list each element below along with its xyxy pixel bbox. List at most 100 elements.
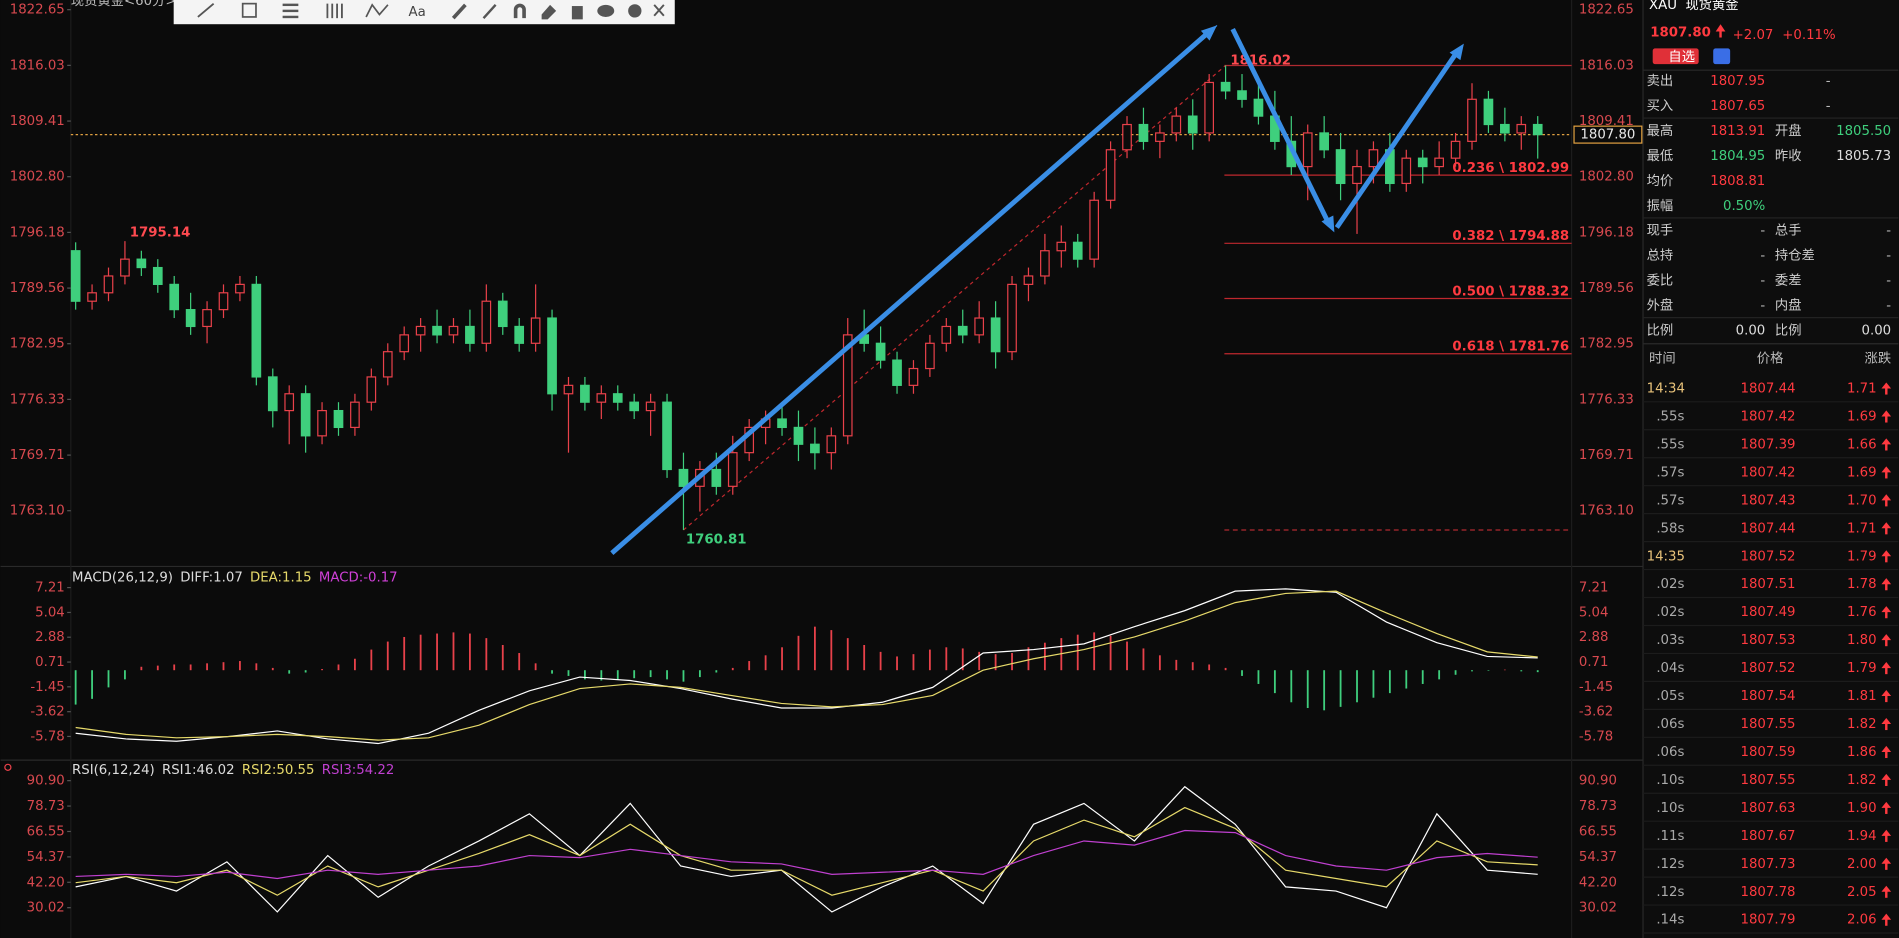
candle-body [810, 443, 820, 454]
trade-change: 1.82 [1847, 773, 1877, 788]
quote-value: - [1886, 274, 1891, 289]
quote-value: - [1886, 249, 1891, 264]
alert-button[interactable] [1713, 48, 1731, 65]
trade-price: 1807.73 [1741, 857, 1796, 872]
candle-body [1417, 157, 1428, 168]
candle-body [1352, 165, 1362, 185]
tool-close[interactable] [653, 4, 665, 17]
quote-label: 委比 [1647, 273, 1674, 289]
trade-time: .14s [1656, 913, 1684, 928]
candle-body [251, 283, 262, 378]
trade-time: .10s [1656, 773, 1684, 788]
tool-visibility[interactable] [597, 4, 615, 17]
quote-label: 比例 [1775, 322, 1802, 338]
quote-value: 0.00 [1736, 323, 1766, 338]
trade-arrow [1881, 773, 1892, 780]
arrow-head [1449, 43, 1464, 61]
tool-shape[interactable] [241, 2, 257, 18]
candle-body [1040, 250, 1050, 277]
trade-arrow-stem [1885, 694, 1888, 703]
quote-value: - [1760, 249, 1765, 264]
y-tick-label: 1769.71 [10, 448, 65, 463]
trade-price: 1807.49 [1741, 605, 1796, 620]
candle-body [120, 258, 130, 277]
candle-body [103, 275, 114, 294]
tool-ruler[interactable] [451, 3, 467, 20]
candle-body [1335, 149, 1346, 185]
candle-body [892, 359, 902, 386]
trade-time: .05s [1656, 689, 1684, 704]
candle-body [612, 393, 623, 403]
y-tick-label-right: 66.55 [1579, 824, 1617, 839]
toolbar: Aa [173, 0, 675, 25]
legend-entry: MACD:-0.17 [319, 570, 398, 585]
y-tick-label-right: 90.90 [1579, 774, 1617, 789]
y-tick-label-right: 54.37 [1579, 850, 1617, 865]
candle-body [1187, 115, 1198, 134]
trade-change: 1.79 [1847, 661, 1877, 676]
trade-arrow [1881, 634, 1892, 641]
trade-arrow-stem [1885, 610, 1888, 619]
quote-value: - [1886, 224, 1891, 239]
y-tick-label-right: 1782.95 [1579, 337, 1634, 352]
tool-text[interactable]: Aa [408, 5, 425, 20]
candle-body [1138, 123, 1149, 142]
candle-body [1500, 123, 1510, 134]
trade-time: .03s [1656, 633, 1684, 648]
tool-pattern[interactable] [365, 3, 389, 18]
tool-eraser[interactable] [541, 4, 557, 20]
trade-time: .02s [1656, 605, 1684, 620]
quote-symbol: XAU [1649, 0, 1677, 13]
quote-label: 持仓差 [1775, 248, 1815, 264]
tool-fib[interactable] [282, 15, 299, 19]
tool-fib[interactable] [282, 3, 299, 7]
trade-arrow [1881, 466, 1892, 473]
y-tick-label: 1809.41 [10, 114, 65, 129]
y-tick-label: 90.90 [27, 774, 65, 789]
quote-change: +2.07 [1733, 28, 1774, 43]
candle-body [727, 452, 738, 487]
candle-body [990, 317, 1001, 353]
tool-gann[interactable] [326, 3, 343, 19]
candle-body [152, 266, 163, 285]
tool-line[interactable] [197, 2, 215, 18]
candle-body [1105, 149, 1116, 201]
trade-arrow [1881, 913, 1892, 920]
tool-fib[interactable] [282, 9, 299, 13]
y-tick-label: 7.21 [35, 581, 65, 596]
trade-change: 1.79 [1847, 549, 1877, 564]
legend-entry: DEA:1.15 [250, 570, 312, 585]
y-tick-label-right: 30.02 [1579, 901, 1617, 916]
quote-label: 均价 [1647, 173, 1674, 189]
quote-label: 现手 [1647, 223, 1674, 239]
tool-magnet[interactable] [513, 3, 526, 19]
candle-body [284, 393, 295, 412]
trade-change: 2.00 [1847, 857, 1877, 872]
candle-body [596, 393, 607, 403]
y-tick-label-right: 1776.33 [1579, 392, 1634, 407]
candle-body [1319, 132, 1329, 151]
trade-arrow [1881, 578, 1892, 585]
quote-price: 1807.80 [1650, 26, 1711, 41]
trade-change: 1.69 [1847, 409, 1877, 424]
tool-pen[interactable] [482, 4, 497, 19]
trade-price: 1807.79 [1741, 913, 1796, 928]
candle-body [1204, 81, 1215, 134]
trade-price: 1807.43 [1741, 493, 1796, 508]
trade-change: 1.81 [1847, 689, 1877, 704]
candle-body [777, 418, 787, 429]
quote-value: 1804.95 [1710, 149, 1765, 164]
tool-settings[interactable] [628, 4, 642, 18]
candle-body [169, 283, 180, 311]
watch-button[interactable] [1652, 48, 1699, 65]
fib-label: 0.236 \ 1802.99 [1452, 161, 1569, 176]
trade-time: .57s [1656, 465, 1684, 480]
y-tick-label-right: 5.04 [1579, 605, 1609, 620]
candle-body [1483, 98, 1494, 126]
tool-delete[interactable] [571, 6, 583, 20]
trade-price: 1807.39 [1741, 437, 1796, 452]
candle-body [1089, 199, 1100, 260]
candle-body [1072, 241, 1083, 260]
trade-arrow-stem [1885, 862, 1888, 870]
trade-time: .55s [1656, 409, 1684, 424]
